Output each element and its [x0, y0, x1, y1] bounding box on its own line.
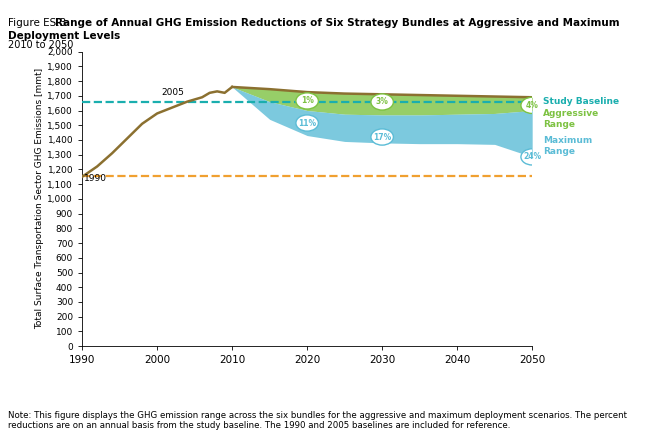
Text: Maximum
Range: Maximum Range — [543, 136, 593, 156]
Text: Aggressive
Range: Aggressive Range — [543, 109, 600, 129]
Text: 2005: 2005 — [161, 88, 184, 96]
Ellipse shape — [521, 97, 543, 114]
Ellipse shape — [371, 94, 394, 110]
Ellipse shape — [371, 129, 394, 145]
Text: 2010 to 2050: 2010 to 2050 — [8, 40, 74, 49]
Ellipse shape — [521, 149, 543, 165]
Text: 24%: 24% — [523, 152, 541, 161]
Y-axis label: Total Surface Transportation Sector GHG Emissions [mmt]: Total Surface Transportation Sector GHG … — [35, 68, 45, 329]
Text: 1990: 1990 — [84, 175, 107, 184]
Ellipse shape — [296, 93, 319, 109]
Text: 1%: 1% — [301, 96, 313, 105]
Ellipse shape — [296, 115, 319, 131]
Text: Figure ES.3: Figure ES.3 — [8, 18, 70, 28]
Text: 4%: 4% — [526, 101, 539, 110]
Text: Deployment Levels: Deployment Levels — [8, 31, 120, 40]
Text: Study Baseline: Study Baseline — [543, 97, 620, 106]
Text: Note: This figure displays the GHG emission range across the six bundles for the: Note: This figure displays the GHG emiss… — [8, 411, 627, 430]
Text: 17%: 17% — [373, 132, 392, 141]
Text: Range of Annual GHG Emission Reductions of Six Strategy Bundles at Aggressive an: Range of Annual GHG Emission Reductions … — [55, 18, 620, 28]
Text: 3%: 3% — [376, 98, 388, 107]
Text: 11%: 11% — [298, 119, 316, 128]
